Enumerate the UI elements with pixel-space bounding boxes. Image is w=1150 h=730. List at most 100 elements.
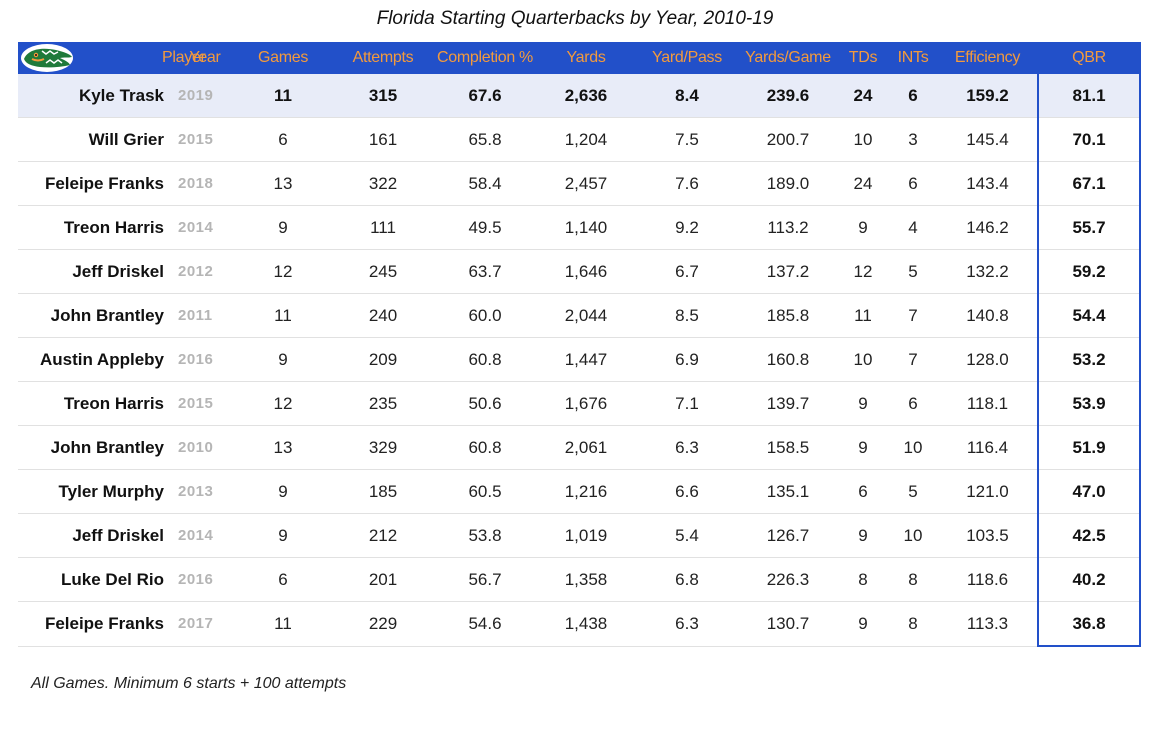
cell-attempts: 201 [332,557,434,602]
cell-year: 2019 [176,74,234,118]
cell-yards-per-pass: 8.5 [636,293,738,338]
cell-qbr: 81.1 [1037,74,1141,118]
cell-attempts: 161 [332,117,434,162]
cell-year: 2014 [176,513,234,558]
cell-qbr: 53.9 [1037,381,1141,426]
cell-games: 11 [234,601,332,647]
cell-completion-pct: 49.5 [434,205,536,250]
cell-yards: 1,204 [536,117,636,162]
column-header-tds: TDs [838,42,888,74]
cell-player: Austin Appleby [18,337,176,382]
cell-games: 13 [234,425,332,470]
cell-tds: 6 [838,469,888,514]
table-row: Jeff Driskel 2014 9 212 53.8 1,019 5.4 126.7 9 10… [18,513,1141,558]
cell-games: 11 [234,293,332,338]
cell-player: Kyle Trask [18,74,176,118]
column-header-qbr: QBR [1037,42,1141,74]
cell-yards: 1,216 [536,469,636,514]
cell-attempts: 209 [332,337,434,382]
cell-yards-per-pass: 6.8 [636,557,738,602]
cell-yards: 1,676 [536,381,636,426]
cell-efficiency: 118.1 [938,381,1038,426]
cell-player: Feleipe Franks [18,601,176,647]
cell-games: 6 [234,557,332,602]
cell-yards-per-game: 185.8 [738,293,838,338]
cell-qbr: 70.1 [1037,117,1141,162]
cell-player: Feleipe Franks [18,161,176,206]
cell-yards-per-game: 158.5 [738,425,838,470]
cell-yards: 1,358 [536,557,636,602]
cell-tds: 9 [838,601,888,647]
cell-completion-pct: 56.7 [434,557,536,602]
cell-ints: 6 [888,381,938,426]
cell-qbr: 51.9 [1037,425,1141,470]
cell-yards-per-pass: 8.4 [636,74,738,118]
cell-yards-per-game: 200.7 [738,117,838,162]
cell-yards-per-pass: 6.7 [636,249,738,294]
cell-ints: 7 [888,337,938,382]
cell-ints: 6 [888,74,938,118]
cell-games: 6 [234,117,332,162]
cell-year: 2018 [176,161,234,206]
cell-tds: 10 [838,337,888,382]
cell-yards-per-game: 113.2 [738,205,838,250]
cell-yards-per-game: 135.1 [738,469,838,514]
cell-player: Tyler Murphy [18,469,176,514]
cell-attempts: 322 [332,161,434,206]
cell-games: 9 [234,205,332,250]
cell-yards: 2,636 [536,74,636,118]
cell-attempts: 315 [332,74,434,118]
cell-yards-per-game: 226.3 [738,557,838,602]
column-header-completion-pct: Completion % [434,42,536,74]
table-row: Kyle Trask 2019 11 315 67.6 2,636 8.4 239.6 24 6 1… [18,74,1141,118]
cell-completion-pct: 50.6 [434,381,536,426]
cell-tds: 10 [838,117,888,162]
cell-year: 2016 [176,557,234,602]
cell-yards-per-pass: 6.6 [636,469,738,514]
cell-tds: 12 [838,249,888,294]
cell-attempts: 229 [332,601,434,647]
cell-qbr: 67.1 [1037,161,1141,206]
chart-title: Florida Starting Quarterbacks by Year, 2… [376,8,774,29]
cell-player: Luke Del Rio [18,557,176,602]
cell-yards-per-game: 139.7 [738,381,838,426]
cell-yards-per-pass: 6.3 [636,601,738,647]
cell-games: 12 [234,249,332,294]
cell-games: 9 [234,469,332,514]
cell-tds: 9 [838,425,888,470]
column-header-year: Year [176,42,234,74]
cell-attempts: 329 [332,425,434,470]
cell-games: 13 [234,161,332,206]
column-header-games: Games [234,42,332,74]
cell-year: 2011 [176,293,234,338]
cell-qbr: 53.2 [1037,337,1141,382]
column-header-yards: Yards [536,42,636,74]
cell-completion-pct: 60.8 [434,337,536,382]
cell-year: 2014 [176,205,234,250]
cell-tds: 9 [838,381,888,426]
cell-ints: 6 [888,161,938,206]
cell-qbr: 55.7 [1037,205,1141,250]
cell-completion-pct: 54.6 [434,601,536,647]
cell-attempts: 240 [332,293,434,338]
table-row: Tyler Murphy 2013 9 185 60.5 1,216 6.6 135.1 6 5 1… [18,469,1141,514]
cell-yards: 2,061 [536,425,636,470]
cell-completion-pct: 53.8 [434,513,536,558]
cell-player: Will Grier [18,117,176,162]
cell-tds: 8 [838,557,888,602]
cell-games: 9 [234,337,332,382]
cell-qbr: 59.2 [1037,249,1141,294]
cell-efficiency: 159.2 [938,74,1038,118]
cell-player: Treon Harris [18,205,176,250]
qb-stats-table: Player Year Games Attempts Completion % Yards… [18,42,1141,647]
cell-games: 11 [234,74,332,118]
column-header-yards-per-pass: Yard/Pass [636,42,738,74]
table-header-row: Player Year Games Attempts Completion % Yards… [18,42,1141,74]
cell-qbr: 40.2 [1037,557,1141,602]
table-row: Treon Harris 2014 9 111 49.5 1,140 9.2 113.2 9 4 1… [18,205,1141,250]
cell-yards: 1,646 [536,249,636,294]
cell-tds: 9 [838,205,888,250]
cell-yards: 1,447 [536,337,636,382]
cell-yards-per-game: 189.0 [738,161,838,206]
cell-attempts: 245 [332,249,434,294]
